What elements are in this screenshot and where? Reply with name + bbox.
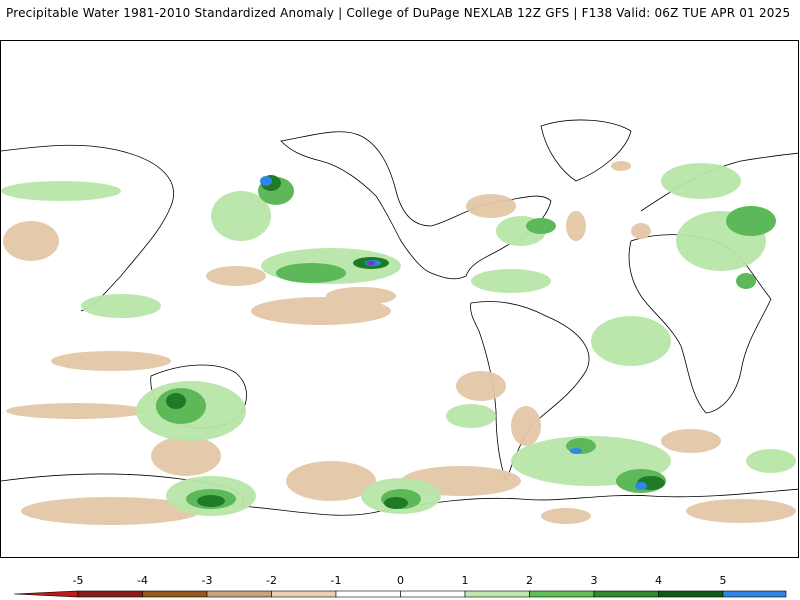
colorbar-tick-label: 1 — [462, 574, 469, 587]
colorbar-tick-label: 5 — [720, 574, 727, 587]
negative-anomaly-regions — [3, 161, 796, 525]
colorbar-bin — [271, 590, 337, 598]
anomaly-map — [1, 119, 798, 525]
map-title: Precipitable Water 1981-2010 Standardize… — [6, 6, 791, 20]
colorbar-bins — [13, 590, 787, 598]
colorbar-bin — [142, 590, 208, 598]
colorbar-tick-label: -4 — [137, 574, 148, 587]
colorbar-tick-label: 2 — [526, 574, 533, 587]
coastline-south-america — [470, 301, 590, 483]
colorbar-bin — [464, 590, 530, 598]
colorbar-tick-label: -3 — [202, 574, 213, 587]
positive-anomaly-light — [1, 163, 796, 516]
colorbar-tick-label: -2 — [266, 574, 277, 587]
colorbar-tick-label: 0 — [397, 574, 404, 587]
colorbar-tick-labels: -5 -4 -3 -2 -1 0 1 2 3 4 5 — [73, 574, 727, 587]
coastline-greenland — [540, 119, 632, 182]
colorbar-bin — [206, 590, 272, 598]
positive-anomaly-mid — [156, 177, 776, 509]
colorbar-bin — [658, 590, 724, 598]
map-panel — [0, 40, 799, 558]
colorbar-tick-label: 3 — [591, 574, 598, 587]
colorbar-bin — [722, 590, 787, 598]
colorbar: -5 -4 -3 -2 -1 0 1 2 3 4 5 — [13, 574, 787, 598]
colorbar-bin — [335, 590, 401, 598]
positive-anomaly-max — [367, 261, 375, 265]
colorbar-bin — [400, 590, 466, 598]
colorbar-bin — [529, 590, 595, 598]
colorbar-bin — [77, 590, 143, 598]
colorbar-bin — [13, 590, 79, 598]
colorbar-tick-label: 4 — [655, 574, 662, 587]
coastline-eurasia — [1, 144, 798, 312]
colorbar-tick-label: -5 — [73, 574, 84, 587]
colorbar-tick-label: -1 — [331, 574, 342, 587]
colorbar-bin — [593, 590, 659, 598]
